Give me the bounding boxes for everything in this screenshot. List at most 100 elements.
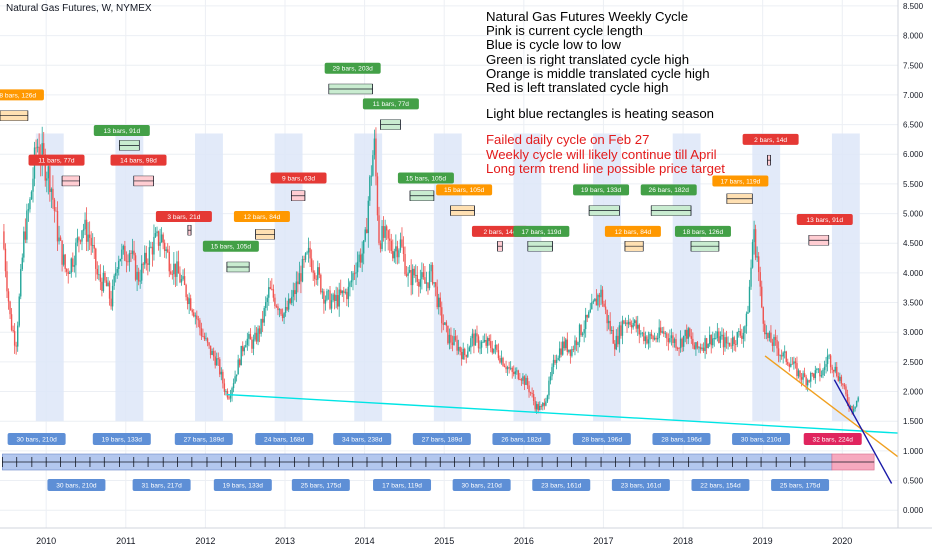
candle-body [532, 393, 535, 401]
candle-body [338, 289, 340, 307]
cycle-label-text: 13 bars, 91d [103, 128, 140, 135]
candle-body [301, 258, 304, 282]
candle-body [774, 336, 777, 340]
cycle-label-box [796, 214, 853, 226]
candle-body [237, 359, 239, 375]
cycle-label-text: 19 bars, 133d [581, 187, 622, 194]
candle-body [669, 338, 671, 343]
candle-body [304, 253, 307, 260]
candle-body [76, 237, 79, 243]
candle-body [563, 341, 565, 349]
candle-body [9, 301, 11, 315]
candle-body [93, 244, 95, 249]
candle-body [364, 229, 366, 241]
candle-body [64, 254, 66, 269]
cycle-label: 13 bars, 91d [796, 214, 853, 246]
candle-body [404, 253, 406, 275]
candle-body [509, 367, 512, 369]
candle-body [27, 209, 30, 211]
candle-body [742, 332, 745, 339]
candle-body [407, 272, 409, 276]
cycle-length-box: 22 bars, 154d [691, 479, 750, 491]
candle-body [225, 391, 227, 392]
candle-body [609, 320, 611, 331]
candle-body [708, 334, 711, 344]
candle-body [526, 377, 529, 386]
candle-body [425, 282, 428, 284]
candle-body [699, 347, 702, 350]
cycle-label-text: 17 bars, 119d [521, 229, 561, 236]
candle-body [163, 242, 166, 251]
candle-body [159, 242, 161, 246]
candle-body [623, 320, 625, 324]
candle-body [652, 335, 654, 340]
candle-body [208, 342, 210, 346]
cycle-length-box-text: 30 bars, 210d [461, 482, 502, 489]
candle-body [660, 327, 662, 333]
candle-body [50, 188, 53, 192]
candle-body [448, 334, 451, 344]
candle-body [857, 397, 859, 401]
candle-body [289, 298, 291, 304]
candle-body [649, 333, 651, 340]
candle-body [347, 286, 350, 300]
candle-body [693, 345, 696, 350]
cycle-length-box-text: 17 bars, 119d [382, 482, 422, 489]
candle-body [820, 375, 823, 377]
candle-body [627, 321, 630, 325]
candle-body [346, 291, 348, 300]
candle-body [280, 309, 282, 315]
note-line: Red is left translated cycle high [486, 80, 669, 96]
candle-body [275, 306, 278, 307]
candle-body [189, 298, 192, 311]
candle-body [632, 323, 634, 328]
candle-body [153, 236, 155, 255]
candle-body [297, 281, 299, 285]
candle-body [790, 363, 792, 367]
y-tick-label: 6.000 [903, 150, 924, 159]
candle-body [839, 376, 841, 381]
candle-body [806, 380, 809, 386]
candle-body [119, 258, 121, 261]
cycle-length-box: 27 bars, 189d [174, 433, 233, 445]
x-tick-label: 2017 [593, 536, 613, 546]
cycle-length-box-bg [572, 433, 631, 445]
cycle-length-box: 31 bars, 217d [132, 479, 191, 491]
candle-body [713, 338, 715, 340]
candle-body [633, 320, 636, 324]
candle-body [85, 219, 88, 242]
candle-body [832, 369, 835, 372]
cycle-label-text: 12 bars, 84d [615, 229, 652, 236]
candle-body [165, 249, 167, 251]
candle-body [462, 348, 464, 360]
candle-body [185, 285, 187, 298]
cycle-label-box [110, 154, 167, 166]
candle-body [72, 258, 74, 267]
candle-body [436, 286, 438, 308]
candle-body [629, 321, 631, 326]
candle-body [840, 376, 843, 384]
candle-body [65, 268, 68, 272]
candle-body [433, 282, 435, 284]
candle-body [765, 332, 768, 335]
candle-body [111, 285, 114, 307]
candle-body [442, 323, 445, 325]
candle-body [18, 296, 20, 326]
candle-body [410, 269, 412, 286]
cycle-length-box-bg [373, 479, 432, 491]
candle-body [95, 248, 97, 269]
cycle-label-box [640, 184, 697, 196]
candle-body [177, 261, 180, 274]
candle-body [75, 242, 77, 266]
candle-body [562, 341, 564, 355]
candle-body [268, 287, 270, 298]
candle-body [312, 270, 314, 273]
x-tick-label: 2020 [832, 536, 852, 546]
cycle-length-box-bg [255, 433, 314, 445]
candle-body [817, 368, 820, 370]
y-tick-label: 6.500 [903, 121, 924, 130]
candle-body [283, 312, 285, 319]
candle-body [196, 315, 198, 320]
candle-body [116, 269, 118, 273]
